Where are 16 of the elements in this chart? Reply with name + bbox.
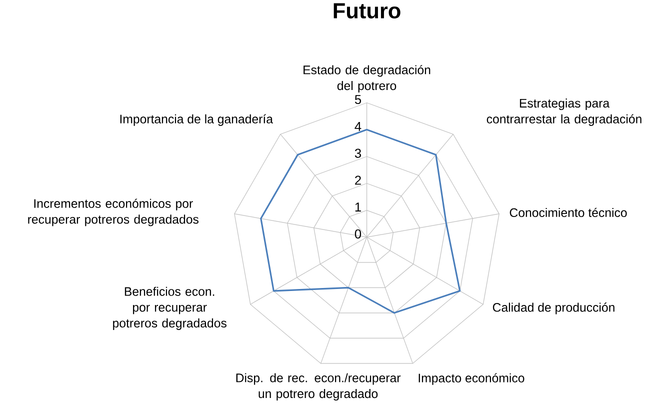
chart-title: Futuro — [334, 4, 400, 19]
y-tick-label: 0 — [354, 230, 362, 239]
spoke-label: Estado de degradación del potrero — [304, 65, 430, 93]
spoke-label: Beneficios econ. por recuperar potreros degradados — [113, 287, 226, 330]
spoke-label: Estrategias para contrarrestar la degradación — [486, 98, 642, 126]
spoke-label: Disp. de rec. econ./recuperar un potrero degradado — [236, 373, 401, 401]
y-tick-label: 2 — [355, 176, 361, 185]
y-tick-label: 4 — [354, 122, 362, 132]
y-tick-label: 3 — [354, 149, 361, 158]
spoke-label: Impacto económico — [418, 373, 524, 386]
spoke-label: Incrementos económicos por recuperar potreros degradados — [28, 198, 198, 226]
spoke-label: Importancia de la ganadería — [120, 114, 273, 126]
spoke-label: Conocimiento técnico — [510, 208, 627, 218]
y-tick-label: 1 — [355, 202, 361, 212]
y-tick-label: 5 — [354, 95, 362, 104]
spoke-label: Calidad de producción — [492, 302, 614, 314]
